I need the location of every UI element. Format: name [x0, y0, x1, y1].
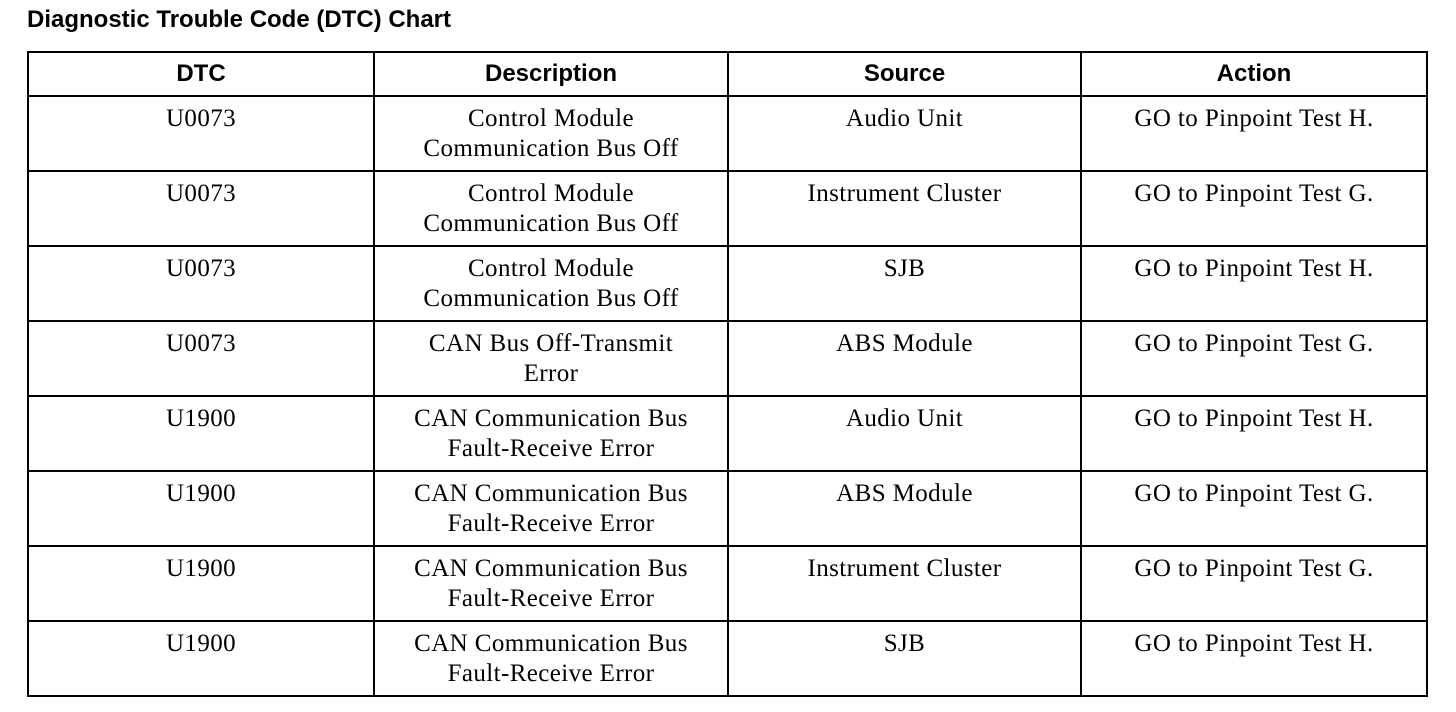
action-cell: GO to Pinpoint Test H.: [1080, 95, 1428, 172]
page-title: Diagnostic Trouble Code (DTC) Chart: [27, 6, 452, 33]
column-header-dtc: DTC: [27, 51, 375, 97]
table-header-row: DTC Description Source Action: [27, 51, 1428, 97]
description-cell: CAN Communication Bus Fault-Receive Error: [373, 545, 729, 622]
description-line: Fault-Receive Error: [447, 510, 655, 537]
description-line: Fault-Receive Error: [447, 435, 655, 462]
description-cell: Control Module Communication Bus Off: [373, 245, 729, 322]
action-cell: GO to Pinpoint Test G.: [1080, 320, 1428, 397]
action-cell: GO to Pinpoint Test H.: [1080, 395, 1428, 472]
description-line: CAN Communication Bus: [414, 480, 688, 507]
table-row: U0073 Control Module Communication Bus Off…: [27, 170, 1428, 247]
action-cell: GO to Pinpoint Test H.: [1080, 620, 1428, 697]
action-cell: GO to Pinpoint Test G.: [1080, 170, 1428, 247]
description-cell: Control Module Communication Bus Off: [373, 170, 729, 247]
table-row: U0073 Control Module Communication Bus Off…: [27, 95, 1428, 172]
description-line: CAN Communication Bus: [414, 405, 688, 432]
description-cell: CAN Communication Bus Fault-Receive Error: [373, 620, 729, 697]
source-cell: Audio Unit: [727, 395, 1082, 472]
column-header-description: Description: [373, 51, 729, 97]
description-line: CAN Bus Off-Transmit: [428, 330, 674, 357]
dtc-cell: U1900: [27, 545, 375, 622]
description-cell: CAN Bus Off-Transmit Error: [373, 320, 729, 397]
description-line: Error: [523, 360, 579, 387]
table-row: U1900 CAN Communication Bus Fault-Receive …: [27, 470, 1428, 547]
description-line: Communication Bus Off: [423, 285, 679, 312]
source-cell: SJB: [727, 620, 1082, 697]
table-row: U1900 CAN Communication Bus Fault-Receive …: [27, 545, 1428, 622]
dtc-cell: U0073: [27, 170, 375, 247]
description-cell: CAN Communication Bus Fault-Receive Error: [373, 470, 729, 547]
source-cell: Audio Unit: [727, 95, 1082, 172]
table-row: U0073 Control Module Communication Bus Off…: [27, 245, 1428, 322]
description-line: Communication Bus Off: [423, 135, 679, 162]
description-line: CAN Communication Bus: [414, 555, 688, 582]
table-row: U1900 CAN Communication Bus Fault-Receive …: [27, 620, 1428, 697]
dtc-cell: U1900: [27, 470, 375, 547]
description-line: Fault-Receive Error: [447, 585, 655, 612]
source-cell: Instrument Cluster: [727, 170, 1082, 247]
source-cell: ABS Module: [727, 470, 1082, 547]
description-line: Control Module: [467, 105, 634, 132]
description-line: Fault-Receive Error: [447, 660, 655, 687]
description-line: Control Module: [467, 180, 634, 207]
dtc-cell: U0073: [27, 245, 375, 322]
table-row: U1900 CAN Communication Bus Fault-Receive …: [27, 395, 1428, 472]
description-line: CAN Communication Bus: [414, 630, 688, 657]
source-cell: Instrument Cluster: [727, 545, 1082, 622]
column-header-source: Source: [727, 51, 1082, 97]
column-header-action: Action: [1080, 51, 1428, 97]
dtc-cell: U0073: [27, 95, 375, 172]
dtc-cell: U0073: [27, 320, 375, 397]
source-cell: ABS Module: [727, 320, 1082, 397]
description-line: Communication Bus Off: [423, 210, 679, 237]
dtc-cell: U1900: [27, 395, 375, 472]
dtc-cell: U1900: [27, 620, 375, 697]
description-line: Control Module: [467, 255, 634, 282]
dtc-table: DTC Description Source Action U0073 Contr…: [27, 51, 1428, 697]
action-cell: GO to Pinpoint Test G.: [1080, 470, 1428, 547]
action-cell: GO to Pinpoint Test H.: [1080, 245, 1428, 322]
description-cell: CAN Communication Bus Fault-Receive Error: [373, 395, 729, 472]
description-cell: Control Module Communication Bus Off: [373, 95, 729, 172]
table-row: U0073 CAN Bus Off-Transmit Error ABS Module…: [27, 320, 1428, 397]
action-cell: GO to Pinpoint Test G.: [1080, 545, 1428, 622]
source-cell: SJB: [727, 245, 1082, 322]
